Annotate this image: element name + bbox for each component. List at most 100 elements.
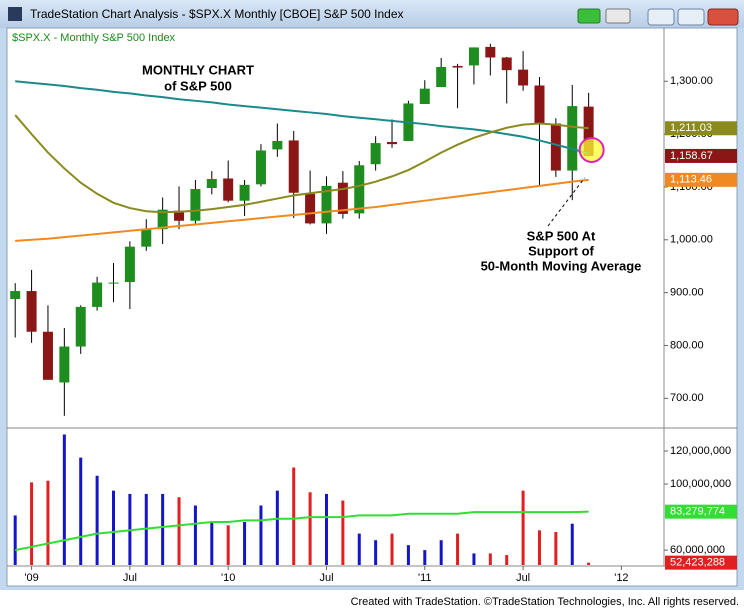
moving-average — [15, 178, 589, 242]
candle-body — [108, 282, 119, 284]
candle-body — [419, 88, 430, 104]
candle-body — [75, 306, 86, 347]
volume-bar — [472, 553, 476, 565]
chart-area — [6, 27, 738, 587]
last-value-tag — [665, 172, 737, 187]
app-icon — [8, 7, 22, 21]
volume-bar — [79, 457, 83, 565]
volume-bar — [275, 490, 279, 565]
candle-body — [255, 150, 266, 185]
y-tick-label: 60,000,000 — [670, 544, 725, 556]
volume-bar — [193, 505, 197, 565]
volume-bar — [308, 492, 312, 565]
volume-bar — [423, 550, 427, 565]
candle-body — [26, 291, 37, 332]
x-tick-label: Jul — [516, 572, 530, 584]
last-value-tag — [665, 121, 737, 136]
volume-bar — [390, 533, 394, 565]
volume-bar — [587, 562, 591, 565]
volume-bar — [259, 505, 263, 565]
volume-bar — [537, 530, 541, 565]
annotation: S&P 500 At — [527, 228, 596, 243]
legend-text: $SPX.X - Monthly S&P 500 Index — [12, 32, 176, 44]
annotation: Support of — [528, 243, 594, 258]
moving-average — [14, 510, 589, 552]
candle-body — [157, 209, 168, 230]
volume-bar — [13, 515, 17, 565]
candle-body — [174, 210, 185, 221]
candle-body — [337, 182, 348, 214]
y-tick-label: 1,300.00 — [670, 75, 713, 87]
volume-bar — [324, 493, 328, 565]
last-value-label: 83,279,774 — [670, 506, 725, 518]
candle-body — [272, 140, 283, 150]
symbol-link-button[interactable] — [577, 8, 601, 24]
close-button[interactable] — [707, 8, 739, 26]
candle-body — [288, 140, 299, 193]
volume-bar — [161, 493, 165, 565]
candle-body — [305, 193, 316, 224]
candle-body — [583, 106, 594, 156]
y-tick-label: 800.00 — [670, 339, 704, 351]
x-tick-label: '12 — [614, 572, 628, 584]
y-tick-label: 120,000,000 — [670, 445, 731, 457]
candle-body — [354, 165, 365, 214]
volume-bar — [292, 467, 296, 565]
candle-body — [468, 47, 479, 66]
x-tick-label: Jul — [123, 572, 137, 584]
maximize-button[interactable] — [677, 8, 705, 26]
volume-bar — [505, 555, 509, 565]
candle-body — [485, 46, 496, 58]
annotation: of S&P 500 — [164, 78, 232, 93]
annotation-pointer — [547, 177, 586, 227]
y-tick-label: 900.00 — [670, 287, 704, 299]
candle-body — [42, 331, 53, 380]
candle-body — [501, 57, 512, 71]
annotation: 50-Month Moving Average — [481, 258, 642, 273]
volume-bar — [111, 490, 115, 565]
moving-average — [14, 114, 589, 214]
candle-body — [518, 69, 529, 86]
candle-body — [550, 123, 561, 171]
candle-body — [321, 185, 332, 224]
footer: Created with TradeStation. ©TradeStation… — [351, 596, 739, 608]
candle-body — [370, 143, 381, 165]
x-tick-label: Jul — [319, 572, 333, 584]
x-tick-label: '11 — [418, 572, 432, 584]
last-value-tag — [665, 148, 737, 163]
y-tick-label: 100,000,000 — [670, 478, 731, 490]
volume-bar — [226, 525, 230, 565]
volume-bar — [95, 475, 99, 565]
candle-body — [92, 282, 103, 307]
candle-body — [452, 65, 463, 68]
candle-body — [223, 178, 234, 201]
annotation: MONTHLY CHART — [142, 62, 254, 77]
last-value-label: 1,113.46 — [670, 174, 712, 186]
volume-bar — [243, 522, 247, 565]
y-tick-label: 700.00 — [670, 392, 704, 404]
minimize-button[interactable] — [647, 8, 675, 26]
last-value-label: 52,423,288 — [670, 557, 725, 569]
candle-body — [190, 189, 201, 221]
volume-bar — [456, 533, 460, 565]
highlight-circle — [578, 136, 605, 163]
candle-body — [239, 184, 250, 201]
candle-body — [59, 346, 70, 383]
volume-bar — [406, 545, 410, 565]
last-value-tag — [665, 504, 737, 519]
last-value-label: 1,211.03 — [670, 122, 712, 134]
last-value-label: 1,158.67 — [670, 150, 713, 162]
candle-body — [124, 246, 135, 283]
menu-button[interactable] — [605, 8, 631, 24]
x-tick-label: '09 — [24, 572, 38, 584]
volume-bar — [554, 531, 558, 565]
volume-bar — [439, 540, 443, 565]
candle-body — [534, 85, 545, 125]
y-tick-label: 1,000.00 — [670, 234, 713, 246]
volume-bar — [210, 522, 214, 565]
volume-bar — [521, 490, 525, 565]
volume-bar — [46, 480, 50, 565]
last-value-tag — [665, 555, 737, 570]
